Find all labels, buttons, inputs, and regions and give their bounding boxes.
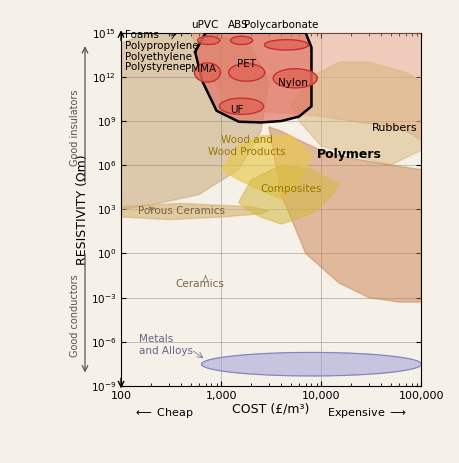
Text: UF: UF: [230, 105, 244, 115]
Polygon shape: [269, 127, 421, 302]
Text: Polypropylene: Polypropylene: [125, 41, 199, 51]
Polygon shape: [229, 63, 265, 81]
Text: PMMA: PMMA: [185, 64, 216, 75]
Text: $\longleftarrow$ Cheap: $\longleftarrow$ Cheap: [133, 406, 193, 420]
Polygon shape: [239, 165, 339, 224]
Text: Foams: Foams: [125, 30, 159, 40]
Text: Expensive $\longrightarrow$: Expensive $\longrightarrow$: [327, 406, 407, 420]
Text: Metals
and Alloys: Metals and Alloys: [139, 334, 193, 356]
Text: Ceramics: Ceramics: [175, 279, 224, 289]
Polygon shape: [195, 63, 220, 82]
Polygon shape: [291, 62, 421, 165]
Polygon shape: [202, 352, 421, 376]
Text: Polycarbonate: Polycarbonate: [244, 19, 319, 30]
Text: Polyethylene: Polyethylene: [125, 51, 192, 62]
Text: Polystyrene: Polystyrene: [125, 62, 186, 72]
Text: Nylon: Nylon: [278, 78, 308, 88]
Polygon shape: [221, 136, 312, 199]
Polygon shape: [121, 33, 269, 209]
Text: Wood and
Wood Products: Wood and Wood Products: [208, 135, 285, 157]
Polygon shape: [264, 40, 308, 50]
X-axis label: COST (£/m³): COST (£/m³): [232, 402, 310, 415]
Text: ABS: ABS: [229, 19, 249, 30]
Polygon shape: [230, 36, 252, 44]
Text: Porous Ceramics: Porous Ceramics: [138, 206, 225, 216]
Text: PET: PET: [237, 59, 256, 69]
Y-axis label: RESISTIVITY (Ωm): RESISTIVITY (Ωm): [76, 154, 89, 265]
Polygon shape: [219, 98, 263, 114]
Text: Good conductors: Good conductors: [69, 274, 79, 357]
Polygon shape: [195, 33, 312, 122]
Text: Composites: Composites: [260, 184, 322, 194]
Polygon shape: [191, 33, 421, 140]
Text: Polymers: Polymers: [317, 148, 381, 161]
Text: uPVC: uPVC: [190, 19, 218, 30]
Polygon shape: [273, 69, 317, 88]
Polygon shape: [121, 203, 269, 219]
Polygon shape: [197, 36, 219, 44]
Text: Rubbers: Rubbers: [372, 123, 417, 133]
Text: Good insulators: Good insulators: [69, 90, 79, 166]
